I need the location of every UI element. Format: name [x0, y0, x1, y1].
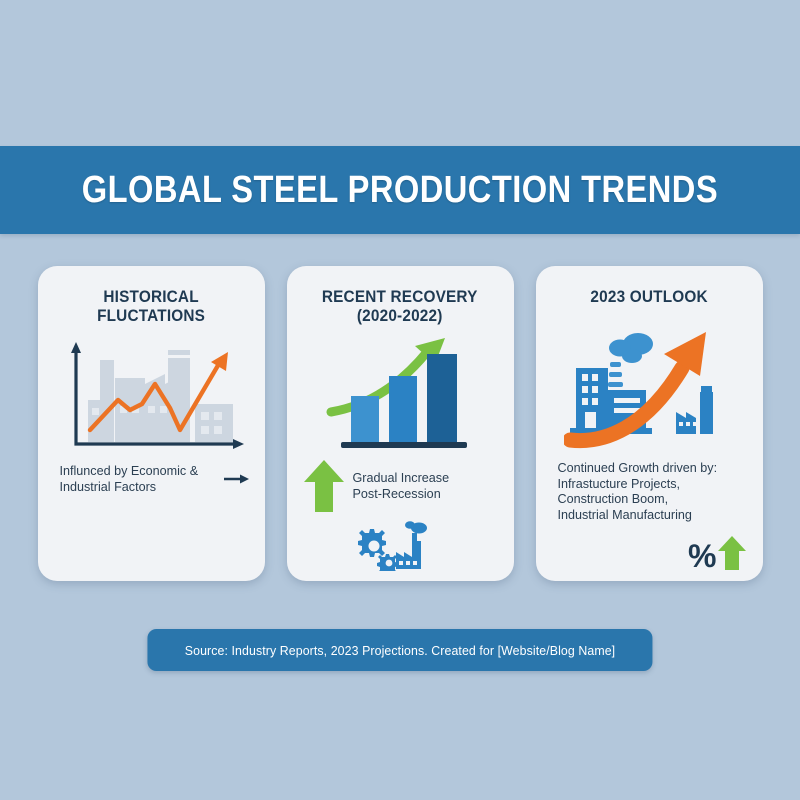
card-historical-fluctuations[interactable]: HISTORICAL FLUCTATIONS: [37, 266, 265, 581]
card-title: RECENT RECOVERY (2020-2022): [322, 288, 478, 326]
header-banner: GLOBAL STEEL PRODUCTION TRENDS: [0, 146, 800, 234]
card-caption: Gradual Increase Post-Recession: [352, 471, 450, 501]
cards-row: HISTORICAL FLUCTATIONS: [0, 266, 800, 581]
card-title-line1: 2023 OUTLOOK: [590, 288, 708, 306]
arrow-right-icon: [223, 474, 249, 483]
card-title-line1: RECENT RECOVERY: [322, 288, 478, 306]
chart-baseline: [340, 442, 467, 448]
trend-line: [87, 359, 222, 433]
orange-growth-arrow-icon: [563, 360, 689, 449]
small-factory-icon: [675, 386, 713, 434]
gear-factory-icon: [357, 521, 427, 571]
card-caption: Continued Growth driven by: Infrastuctur…: [557, 461, 718, 522]
card-title: HISTORICAL FLUCTATIONS: [97, 288, 205, 326]
bar-chart-icon: [326, 338, 467, 448]
orange-arrowhead: [663, 332, 706, 376]
factory-smokestack-icon: [563, 332, 713, 449]
percent-icon: %: [688, 538, 716, 574]
green-up-arrow-icon: [717, 536, 746, 570]
line-chart-icon: [70, 342, 244, 449]
green-up-arrow-icon: [303, 460, 344, 512]
card-title-line1: HISTORICAL: [103, 288, 199, 306]
card-caption-row: Influnced by Economic & Industrial Facto…: [60, 464, 250, 495]
chart-axes: [73, 350, 238, 446]
percent-growth-indicator: %: [688, 535, 746, 574]
card-title: 2023 OUTLOOK: [590, 288, 707, 307]
bar-2020: [350, 396, 379, 442]
card-caption: Influnced by Economic & Industrial Facto…: [59, 464, 199, 494]
green-growth-arrow-icon: [326, 347, 431, 417]
card-caption-row: Gradual Increase Post-Recession: [303, 458, 503, 514]
card-title-line2: FLUCTATIONS: [96, 307, 206, 325]
smoke-icon: [608, 333, 653, 363]
card-recent-recovery[interactable]: RECENT RECOVERY (2020-2022) Gradual Incr…: [286, 266, 514, 581]
bar-2022: [426, 354, 457, 442]
source-footer: Source: Industry Reports, 2023 Projectio…: [147, 629, 653, 671]
page-title: GLOBAL STEEL PRODUCTION TRENDS: [81, 168, 719, 211]
card-title-line2: (2020-2022): [357, 307, 443, 325]
source-text: Source: Industry Reports, 2023 Projectio…: [184, 642, 616, 658]
bar-2021: [388, 376, 417, 442]
trend-arrowhead: [210, 352, 228, 371]
card-2023-outlook[interactable]: 2023 OUTLOOK: [535, 266, 763, 581]
